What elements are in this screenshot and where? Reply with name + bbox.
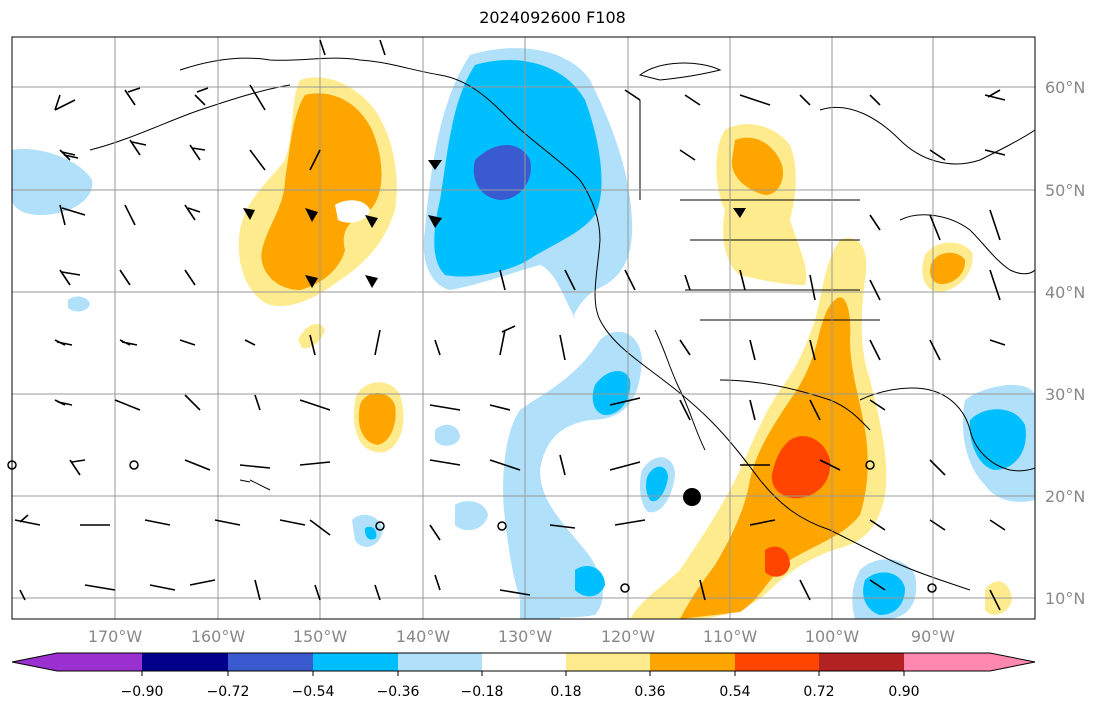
- map-border: [11, 36, 1036, 620]
- colorbar-seg: [482, 653, 566, 671]
- colorbar-tick-label: −0.72: [207, 684, 250, 700]
- lat-label: 40°N: [1045, 283, 1085, 302]
- colorbar-seg: [228, 653, 313, 671]
- colorbar-tick-label: −0.36: [377, 684, 420, 700]
- neg-mid-subtropical-1: [592, 370, 631, 415]
- neg-region-west: [12, 149, 93, 215]
- longitude-labels: 170°W 160°W 150°W 140°W 130°W 120°W 110°…: [88, 627, 955, 646]
- pos-mid-canada: [731, 137, 784, 195]
- neg-small-6: [520, 596, 560, 619]
- lat-label: 10°N: [1045, 589, 1085, 608]
- colorbar-seg: [735, 653, 819, 671]
- wind-flags: [243, 160, 746, 288]
- coastlines: [89, 57, 1035, 591]
- calm-markers: [7, 460, 937, 593]
- colorbar-outline: [11, 652, 1036, 672]
- storm-marker: [683, 488, 701, 506]
- neg-small-5-mid: [645, 466, 668, 502]
- colorbar: −0.90 −0.72 −0.54 −0.36 −0.18 0.18 0.36 …: [11, 652, 1036, 700]
- colorbar-seg: [650, 653, 735, 671]
- neg-small-1: [68, 296, 90, 312]
- lat-label: 30°N: [1045, 385, 1085, 404]
- colorbar-tick-label: 0.54: [719, 684, 750, 700]
- colorbar-tick-label: −0.54: [292, 684, 335, 700]
- lon-label: 110°W: [703, 627, 758, 646]
- colorbar-labels: −0.90 −0.72 −0.54 −0.36 −0.18 0.18 0.36 …: [121, 684, 920, 700]
- neg-dark-gulf-alaska: [473, 145, 531, 200]
- wind-barbs: [14, 39, 1006, 611]
- colorbar-seg: [566, 653, 650, 671]
- colorbar-tick-label: 0.18: [550, 684, 581, 700]
- colorbar-seg: [142, 653, 228, 671]
- gridlines: [12, 37, 1035, 619]
- lat-label: 60°N: [1045, 78, 1085, 97]
- anomaly-fields: [12, 48, 1035, 619]
- pos-strong-mexico-2: [765, 546, 790, 577]
- colorbar-tick-label: 0.72: [803, 684, 834, 700]
- lat-label: 50°N: [1045, 181, 1085, 200]
- lon-label: 140°W: [396, 627, 451, 646]
- neg-mid-subtropical-2: [575, 565, 605, 597]
- colorbar-ticks: [141, 671, 905, 676]
- pos-small-1: [298, 323, 325, 349]
- neg-small-3: [455, 501, 488, 531]
- pos-hole-ne-pacific: [335, 200, 370, 223]
- neg-small-2: [435, 424, 460, 446]
- colorbar-tick-label: −0.90: [121, 684, 164, 700]
- lon-label: 100°W: [805, 627, 860, 646]
- lon-label: 150°W: [293, 627, 348, 646]
- colorbar-seg: [819, 653, 904, 671]
- colorbar-tick-label: 0.90: [888, 684, 919, 700]
- colorbar-seg-under: [12, 653, 142, 671]
- pos-strong-mexico: [771, 436, 831, 499]
- lon-label: 120°W: [601, 627, 656, 646]
- colorbar-seg: [313, 653, 398, 671]
- lon-label: 170°W: [88, 627, 143, 646]
- lon-label: 130°W: [498, 627, 553, 646]
- colorbar-seg-over: [904, 653, 1035, 671]
- pos-mid-mid-pacific: [358, 392, 396, 445]
- map-title: 2024092600 F108: [479, 8, 626, 27]
- colorbar-tick-label: −0.18: [461, 684, 504, 700]
- latitude-labels: 60°N 50°N 40°N 30°N 20°N 10°N: [1045, 78, 1085, 608]
- lat-label: 20°N: [1045, 487, 1085, 506]
- pos-mid-ne-pacific: [261, 93, 382, 291]
- neg-small-4-mid: [364, 526, 377, 540]
- colorbar-seg: [398, 653, 482, 671]
- pos-mid-greatlakes: [930, 252, 966, 285]
- pos-mid-mexico: [680, 297, 868, 619]
- lon-label: 90°W: [911, 627, 955, 646]
- lon-label: 160°W: [191, 627, 246, 646]
- colorbar-tick-label: 0.36: [634, 684, 665, 700]
